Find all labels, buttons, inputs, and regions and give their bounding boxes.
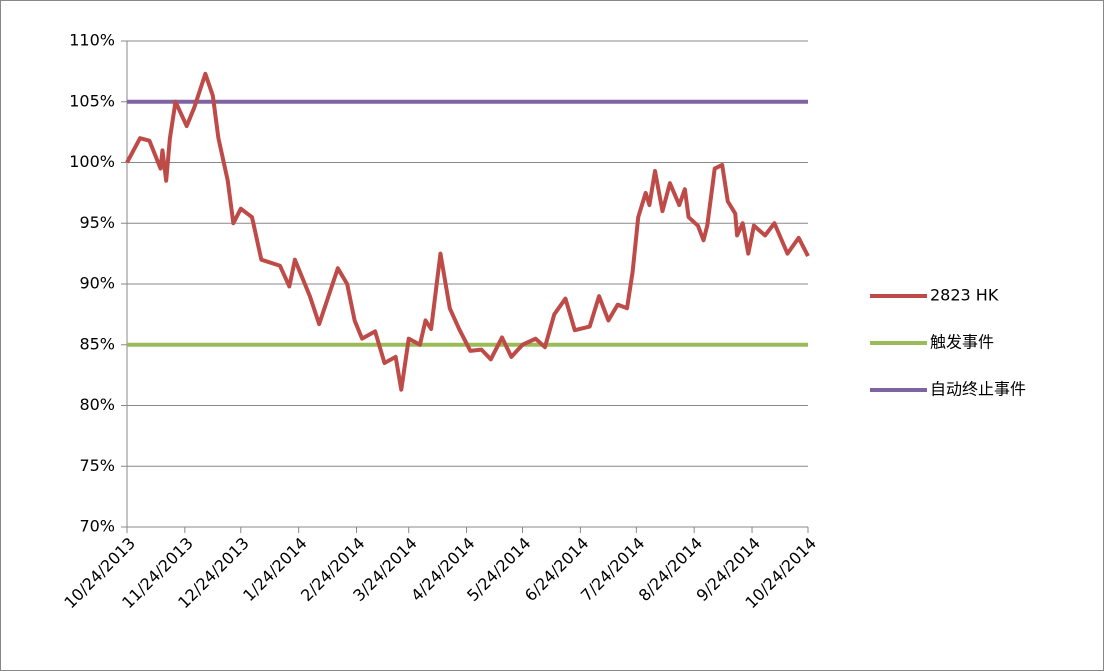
y-tick-label: 105% xyxy=(69,91,115,110)
y-tick-label: 85% xyxy=(79,334,115,353)
y-tick-label: 110% xyxy=(69,31,115,50)
y-tick-label: 70% xyxy=(79,517,115,536)
series-line xyxy=(125,71,810,392)
y-tick-label: 80% xyxy=(79,395,115,414)
legend-label: 2823 HK xyxy=(930,286,999,305)
y-tick-label: 100% xyxy=(69,152,115,171)
y-tick-label: 90% xyxy=(79,274,115,293)
y-tick-label: 95% xyxy=(79,213,115,232)
y-tick-label: 75% xyxy=(79,456,115,475)
legend-label: 触发事件 xyxy=(930,333,994,352)
legend-label: 自动终止事件 xyxy=(930,380,1026,399)
